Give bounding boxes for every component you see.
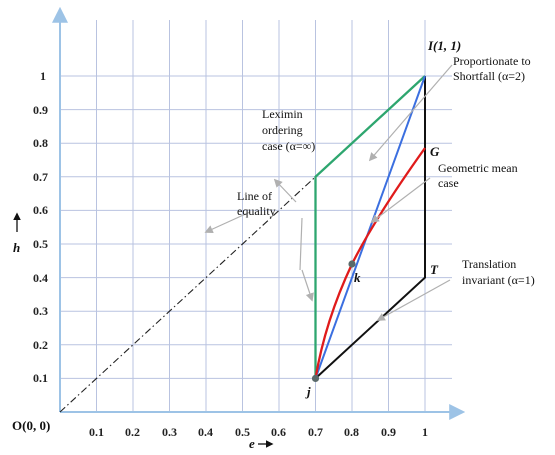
x-tick-0.1: 0.1 [89,425,104,439]
label-point-j: j [305,384,311,399]
pointer-equality [204,211,251,234]
annotation-equality-line2: equality [237,204,276,218]
annotation-geometric-line2: case [438,176,459,190]
annotation-leximin-line2: ordering [262,123,303,137]
x-tick-0.4: 0.4 [198,425,213,439]
x-tick-labels: 0.1 0.2 0.3 0.4 0.5 0.6 0.7 0.8 0.9 1 [89,425,428,439]
translation-invariant-frontier [314,76,426,380]
annotation-proportionate-line2: Shortfall (α=2) [453,69,525,83]
grid [60,20,452,412]
y-tick-0.5: 0.5 [33,237,48,251]
pointer-proportionate [368,64,453,162]
x-tick-0.6: 0.6 [271,425,286,439]
annotation-equality-line1: Line of [237,189,272,203]
proportionate-frontier [314,75,426,379]
y-tick-0.6: 0.6 [33,203,48,217]
y-tick-labels: 0.1 0.2 0.3 0.4 0.5 0.6 0.7 0.8 0.9 1 [33,69,48,385]
annotation-leximin-line1: Leximin [262,107,303,121]
y-tick-0.8: 0.8 [33,136,48,150]
y-tick-0.3: 0.3 [33,304,48,318]
y-tick-0.2: 0.2 [33,338,48,352]
line-of-equality [59,176,316,413]
label-origin: O(0, 0) [12,418,50,433]
leximin-frontier [314,75,426,379]
pointer-translation [376,279,451,321]
annotation-translation-line1: Translation [462,257,516,271]
pointer-leximin-a [273,178,297,203]
pointer-leximin-c [301,269,314,302]
pointer-geometric [370,177,431,224]
annotation-geometric-line1: Geometric mean [438,161,518,175]
y-tick-0.1: 0.1 [33,371,48,385]
annotation-proportionate-line1: Proportionate to [453,54,531,68]
y-tick-0.4: 0.4 [33,271,48,285]
geometric-mean-frontier [314,147,426,379]
annotation-translation-line2: invariant (α=1) [462,273,535,287]
y-tick-1: 1 [40,69,46,83]
pointer-arrows [204,64,453,321]
x-tick-0.5: 0.5 [235,425,250,439]
pointer-leximin-b [299,217,303,271]
x-tick-0.3: 0.3 [162,425,177,439]
y-axis-label: h [13,240,20,255]
label-point-i: I(1, 1) [427,38,461,53]
annotation-leximin-line3: case (α=∞) [262,139,315,153]
x-tick-0.7: 0.7 [308,425,323,439]
x-tick-0.9: 0.9 [381,425,396,439]
x-tick-0.2: 0.2 [125,425,140,439]
y-tick-0.9: 0.9 [33,103,48,117]
point-j-marker [311,374,320,382]
label-point-g: G [430,144,440,159]
point-k-marker [348,260,356,268]
x-tick-1: 1 [422,425,428,439]
x-axis-label: e [249,436,255,451]
x-tick-0.8: 0.8 [344,425,359,439]
y-tick-0.7: 0.7 [33,170,48,184]
label-point-k: k [354,270,361,285]
label-point-t: T [430,262,439,277]
